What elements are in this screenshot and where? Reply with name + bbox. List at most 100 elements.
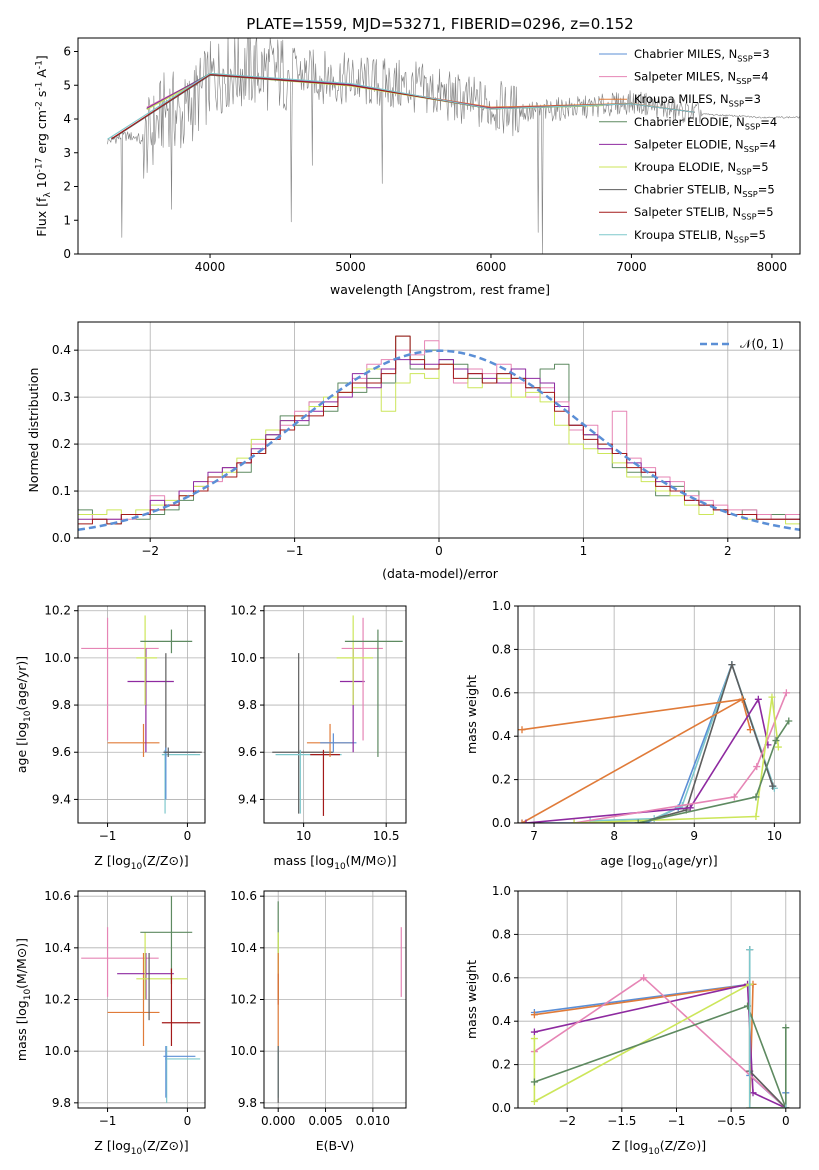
y-tick-label: 0.0 [492,1101,511,1115]
weight-series-line [522,663,774,823]
x-tick-label: 5000 [335,260,366,274]
weight-point-marker [746,726,754,734]
y-tick-label: 9.4 [52,792,71,806]
y-tick-label: 0.8 [492,927,511,941]
legend-label: Chabrier MILES, NSSP=3 [634,47,770,63]
legend-label: Chabrier STELIB, NSSP=5 [634,183,775,199]
model-series-line [107,72,695,140]
legend-label: 𝒩(0, 1) [740,337,784,351]
x-tick-label: 10 [767,829,782,843]
legend-label: Salpeter STELIB, NSSP=5 [634,205,774,221]
y-tick-label: 4 [63,112,71,126]
x-tick-label: 10 [296,829,311,843]
weight-point-marker [530,1097,538,1105]
spectrum-legend: Chabrier MILES, NSSP=3 Salpeter MILES, NS… [599,47,777,244]
x-tick-label: −1 [668,1114,686,1128]
weight-point-marker [530,1035,538,1043]
legend-label: Kroupa STELIB, NSSP=5 [634,228,766,244]
weight-point-marker [634,819,642,823]
weight-point-marker [774,743,782,751]
axes-frame [77,37,801,255]
legend-label: Kroupa MILES, NSSP=3 [634,92,761,108]
y-tick-label: 0.6 [492,971,511,985]
weight-series-line [534,1005,787,1108]
weight-point-marker [746,946,754,954]
x-tick-label: 7 [530,829,538,843]
weight-point-marker [749,1089,757,1097]
y-axis-label: Normed distribution [26,368,41,493]
plot-area [81,615,202,814]
y-tick-label: 0.6 [492,686,511,700]
x-tick-label: −1 [99,1114,117,1128]
y-tick-label: 0.4 [492,1014,511,1028]
weight-point-marker [746,1104,754,1108]
y-tick-label: 9.8 [238,698,257,712]
axes-frame [77,605,206,824]
weight-point-marker [530,1078,538,1086]
weight-point-marker [530,1028,538,1036]
weight-series-line [748,949,787,1108]
x-tick-label: 8000 [757,260,788,274]
y-tick-label: 6 [63,45,71,59]
plot-area [272,615,403,816]
weight-point-marker [640,974,648,982]
y-tick-label: 1.0 [492,884,511,898]
x-tick-label: 0.005 [308,1114,342,1128]
age-vs-metallicity-chart: −1 0 9.4 9.6 9.8 10.0 10.2 Z [log10(Z/Z⊙)] age [… [14,604,206,872]
x-tick-label: 1 [580,544,588,558]
axes-frame [517,605,801,824]
y-tick-label: 10.6 [230,889,257,903]
histogram-step-line [78,359,800,520]
legend-label: Kroupa ELODIE, NSSP=5 [634,160,769,176]
y-tick-label: 10.4 [230,941,257,955]
weight-series-line [521,698,743,823]
weight-point-marker [730,793,738,801]
x-axis-label: age [log10(age/yr)] [600,853,717,872]
weight-point-marker [686,804,694,812]
y-tick-label: 0 [63,247,71,261]
x-tick-label: 0 [184,1114,192,1128]
x-tick-label: 0.010 [356,1114,390,1128]
x-axis-label: Z [log10(Z/Z⊙)] [94,1138,188,1157]
weight-point-marker [522,819,530,823]
weight-point-marker [782,1104,790,1108]
y-tick-label: 10.0 [44,651,71,665]
y-tick-label: 5 [63,78,71,92]
x-tick-label: −1 [286,544,304,558]
y-tick-label: 10.2 [44,604,71,618]
age-vs-mass-chart: 10 10.5 9.4 9.6 9.8 10.0 10.2 mass [log10(M/M⊙)… [230,604,407,872]
weight-point-marker [728,661,736,669]
x-tick-label: −1 [99,829,117,843]
weight-point-marker [785,717,793,725]
weight-point-marker [772,737,780,745]
x-tick-label: −1.5 [607,1114,636,1128]
y-tick-label: 0.1 [52,484,71,498]
x-tick-label: 0.000 [261,1114,295,1128]
plot-area [81,896,201,1103]
y-tick-label: 0.2 [492,773,511,787]
y-tick-label: 10.6 [44,889,71,903]
x-tick-label: 0 [435,544,443,558]
y-tick-label: 10.2 [230,993,257,1007]
y-tick-label: 3 [63,146,71,160]
y-tick-label: 0.0 [52,531,71,545]
y-tick-label: 9.8 [238,1096,257,1110]
weight-series-line [637,663,774,823]
x-tick-label: 0 [782,1114,790,1128]
y-tick-label: 10.0 [44,1044,71,1058]
x-tick-label: 7000 [616,260,647,274]
x-tick-label: −2 [141,544,159,558]
plot-area [518,661,793,823]
legend-label: Chabrier ELODIE, NSSP=4 [634,115,777,131]
y-tick-label: 0.4 [52,343,71,357]
y-axis-label: mass [log10(M/M⊙)] [14,938,33,1061]
x-tick-label: 10.5 [373,829,400,843]
x-tick-label: 9 [690,829,698,843]
y-tick-label: 9.6 [52,745,71,759]
y-tick-label: 9.8 [52,1096,71,1110]
mass-vs-metallicity-chart: −1 0 9.8 10.0 10.2 10.4 10.6 Z [log10(Z/Z⊙)] mas… [14,889,206,1157]
y-tick-label: 0.2 [492,1058,511,1072]
page-title: PLATE=1559, MJD=53271, FIBERID=0296, z=0… [246,15,633,33]
y-axis-label: mass weight [464,960,479,1039]
weight-point-marker [530,1011,538,1019]
